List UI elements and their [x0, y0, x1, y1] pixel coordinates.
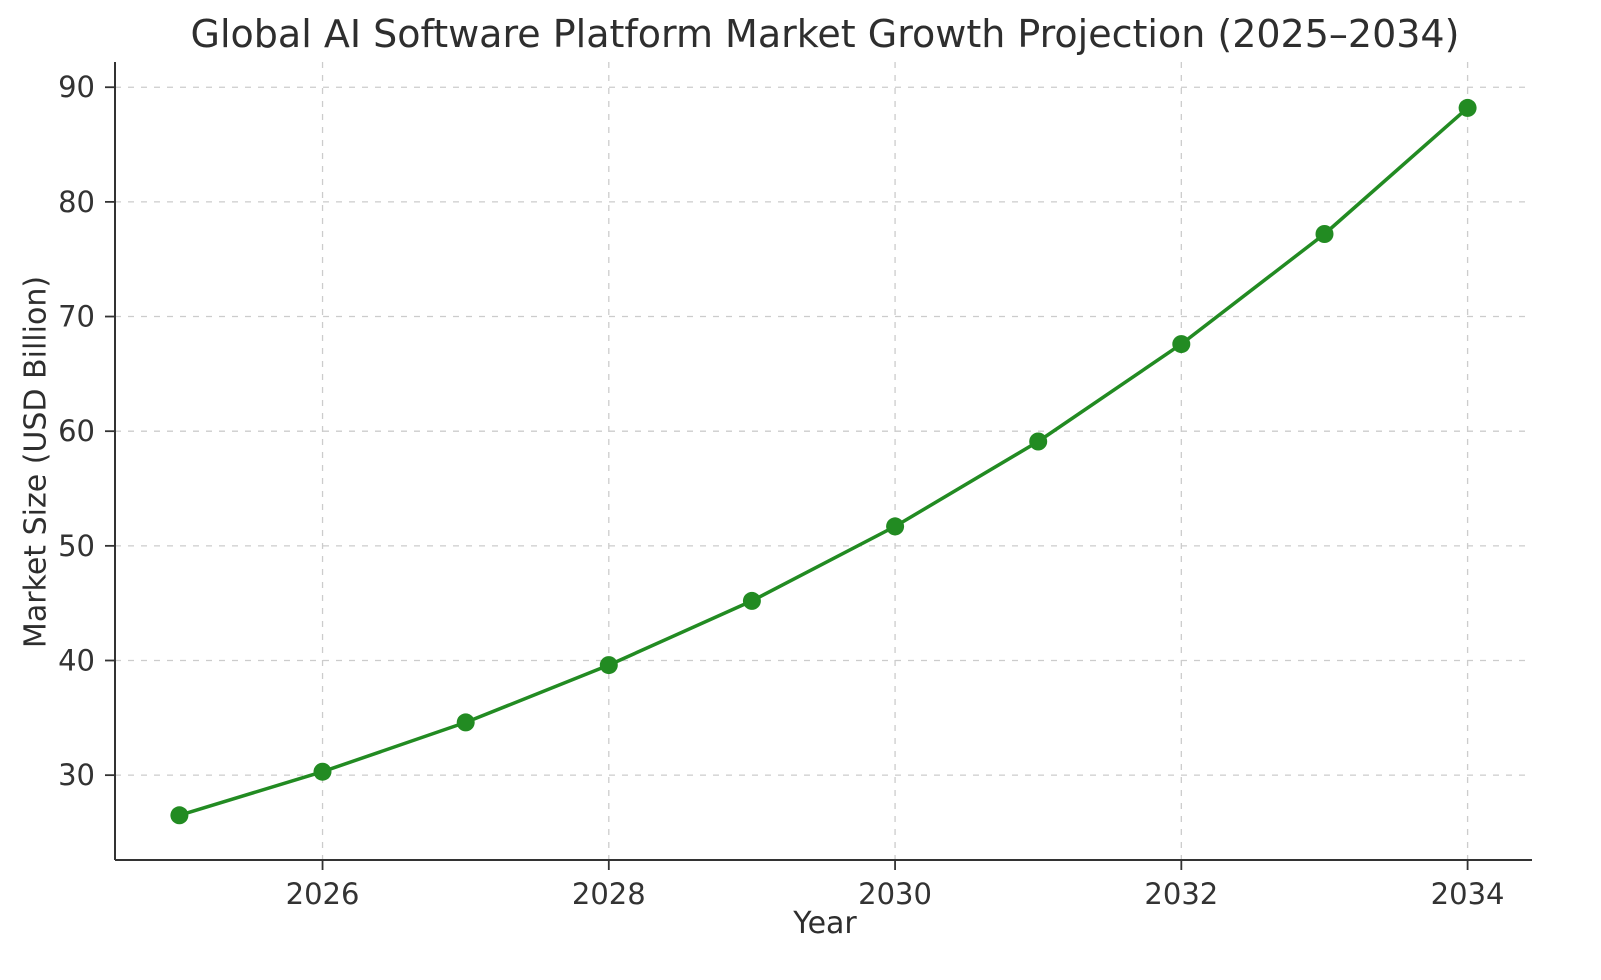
data-point-marker	[1029, 432, 1048, 451]
y-tick-label: 50	[58, 529, 95, 563]
x-tick-label: 2034	[1431, 877, 1505, 911]
y-tick-label: 30	[58, 758, 95, 792]
x-tick-label: 2028	[572, 877, 646, 911]
data-point-marker	[599, 656, 618, 675]
y-tick-label: 60	[58, 414, 95, 448]
y-tick-label: 40	[58, 644, 95, 678]
data-point-marker	[886, 517, 905, 536]
x-tick-label: 2030	[858, 877, 932, 911]
x-tick-label: 2032	[1144, 877, 1218, 911]
y-tick-label: 80	[58, 185, 95, 219]
data-point-marker	[170, 806, 189, 825]
data-point-marker	[742, 591, 761, 610]
series-line	[177, 106, 1470, 818]
y-tick-label: 70	[58, 300, 95, 334]
y-tick-label: 90	[58, 70, 95, 104]
data-point-marker	[1458, 98, 1477, 117]
data-point-marker	[1315, 225, 1334, 243]
x-tick-label: 2026	[286, 877, 360, 911]
chart-title: Global AI Software Platform Market Growt…	[190, 12, 1460, 56]
x-axis-label: Year	[793, 906, 857, 941]
data-point-marker	[1172, 335, 1191, 354]
data-point-marker	[456, 713, 475, 732]
data-point-marker	[313, 762, 332, 781]
